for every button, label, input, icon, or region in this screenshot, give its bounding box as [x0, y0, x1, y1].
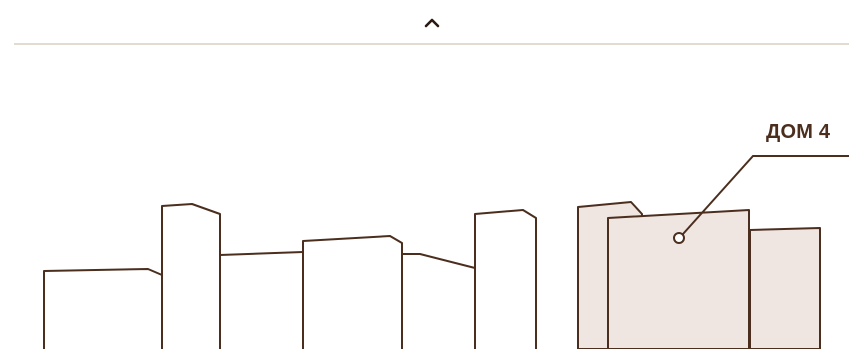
building-outline	[474, 209, 537, 349]
chevron-up-icon	[424, 18, 440, 28]
divider	[14, 43, 849, 45]
building-outline	[302, 235, 403, 349]
building-outline	[161, 203, 221, 349]
house-4-leader-line	[673, 155, 849, 244]
house-4-building[interactable]	[577, 201, 821, 349]
building-outline	[219, 251, 304, 256]
house-4-label[interactable]: ДОМ 4	[766, 121, 831, 143]
building-outline	[43, 268, 163, 349]
building-outline	[402, 253, 476, 269]
collapse-button[interactable]	[418, 10, 446, 34]
